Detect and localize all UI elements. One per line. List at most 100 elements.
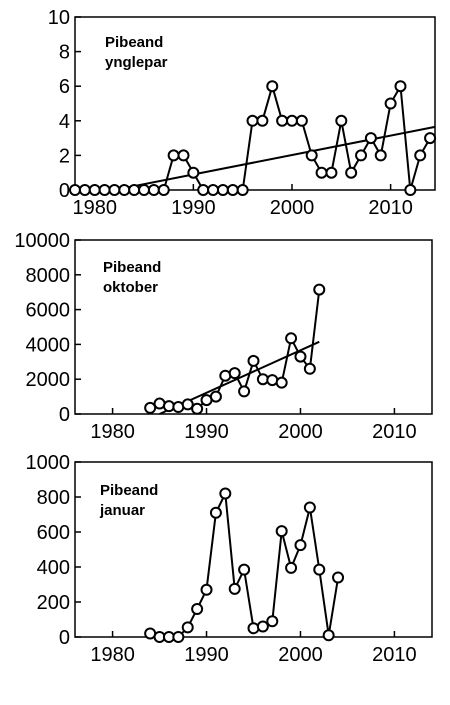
panel-2: 0 2000 4000 6000 8000 10000 1980 1990 2000 2010 Pi… bbox=[14, 230, 433, 443]
data-point-1 bbox=[177, 149, 190, 162]
data-point-1 bbox=[246, 114, 259, 127]
data-point-2 bbox=[144, 401, 157, 414]
data-point-1 bbox=[325, 166, 338, 179]
panel-1: 0 2 4 6 8 10 1980 1990 2000 2010 Pibeand ynglepar bbox=[48, 7, 437, 219]
plot-frame-2 bbox=[74, 239, 433, 415]
y-tick-label-3: 200 bbox=[37, 592, 70, 614]
data-point-2 bbox=[238, 385, 251, 398]
y-tick-label-2: 2000 bbox=[26, 369, 71, 391]
data-point-1 bbox=[266, 80, 279, 93]
data-point-1 bbox=[167, 149, 180, 162]
data-point-1 bbox=[404, 184, 417, 196]
data-point-1 bbox=[69, 184, 81, 196]
panel-3: 0 200 400 600 800 1000 1980 1990 2000 2010 Pibeand… bbox=[26, 452, 433, 666]
y-tick-label-1: 4 bbox=[59, 111, 70, 133]
y-tick-label-3: 0 bbox=[59, 627, 70, 649]
data-point-2 bbox=[275, 376, 288, 389]
x-tick-label-1: 1980 bbox=[72, 197, 117, 219]
x-tick-label-3: 1990 bbox=[184, 644, 229, 666]
data-point-1 bbox=[207, 184, 220, 196]
trend-line-1 bbox=[114, 125, 436, 191]
data-point-1 bbox=[285, 114, 298, 127]
data-point-1 bbox=[345, 166, 358, 179]
data-point-2 bbox=[313, 283, 326, 296]
data-point-2 bbox=[303, 362, 316, 375]
data-point-1 bbox=[295, 114, 308, 127]
y-tick-label-1: 6 bbox=[59, 76, 70, 98]
y-tick-label-3: 800 bbox=[37, 487, 70, 509]
y-tick-label-3: 1000 bbox=[26, 452, 71, 474]
x-tick-label-3: 1980 bbox=[90, 644, 135, 666]
y-tick-label-1: 8 bbox=[59, 42, 70, 64]
data-point-1 bbox=[226, 184, 239, 196]
data-point-1 bbox=[374, 149, 387, 162]
data-point-3 bbox=[266, 615, 279, 628]
data-point-1 bbox=[138, 184, 151, 196]
y-tick-label-2: 6000 bbox=[26, 300, 71, 322]
data-point-3 bbox=[275, 525, 288, 538]
y-tick-label-1: 2 bbox=[59, 145, 70, 167]
data-point-1 bbox=[187, 166, 200, 179]
data-point-2 bbox=[181, 398, 194, 411]
data-point-1 bbox=[424, 132, 437, 145]
x-tick-label-2: 2010 bbox=[372, 421, 417, 443]
data-point-3 bbox=[294, 539, 307, 552]
data-point-1 bbox=[315, 166, 328, 179]
data-point-1 bbox=[108, 184, 121, 196]
data-point-3 bbox=[303, 501, 316, 514]
data-point-1 bbox=[197, 184, 210, 196]
data-point-1 bbox=[394, 80, 407, 93]
data-point-3 bbox=[247, 622, 260, 635]
data-point-1 bbox=[78, 184, 91, 196]
panel-label-3: Pibeand bbox=[100, 482, 158, 499]
plot-frame-3 bbox=[74, 461, 433, 638]
y-tick-label-3: 400 bbox=[37, 557, 70, 579]
data-point-3 bbox=[200, 583, 213, 596]
data-point-3 bbox=[228, 582, 241, 595]
y-tick-label-2: 0 bbox=[59, 404, 70, 426]
data-point-1 bbox=[276, 114, 289, 127]
x-tick-label-2: 2000 bbox=[278, 421, 323, 443]
x-tick-label-2: 1980 bbox=[90, 421, 135, 443]
x-tick-label-1: 1990 bbox=[171, 197, 216, 219]
data-point-3 bbox=[219, 487, 232, 500]
panel-label-2: oktober bbox=[103, 279, 158, 296]
y-tick-label-2: 10000 bbox=[14, 230, 70, 252]
data-point-1 bbox=[414, 149, 427, 162]
data-point-1 bbox=[147, 184, 160, 196]
x-tick-label-2: 1990 bbox=[184, 421, 229, 443]
data-point-1 bbox=[216, 184, 229, 196]
data-point-1 bbox=[236, 184, 249, 196]
data-point-2 bbox=[247, 354, 260, 367]
data-point-1 bbox=[305, 149, 318, 162]
x-tick-label-1: 2000 bbox=[270, 197, 315, 219]
data-point-1 bbox=[384, 97, 397, 110]
y-tick-label-2: 4000 bbox=[26, 334, 71, 356]
y-tick-label-2: 8000 bbox=[26, 265, 71, 287]
data-point-1 bbox=[157, 184, 170, 196]
data-point-3 bbox=[313, 563, 326, 576]
data-point-1 bbox=[88, 184, 101, 196]
data-point-3 bbox=[238, 563, 251, 576]
panel-label-3: januar bbox=[99, 502, 145, 519]
series-line-2 bbox=[149, 289, 321, 410]
y-tick-label-1: 10 bbox=[48, 7, 70, 29]
x-tick-label-1: 2010 bbox=[368, 197, 413, 219]
data-point-1 bbox=[98, 184, 111, 196]
data-point-3 bbox=[191, 603, 204, 615]
data-point-1 bbox=[128, 184, 141, 196]
data-point-3 bbox=[285, 561, 298, 574]
y-tick-label-1: 0 bbox=[59, 180, 70, 202]
data-point-2 bbox=[191, 402, 204, 415]
data-point-1 bbox=[118, 184, 131, 196]
x-tick-label-3: 2010 bbox=[372, 644, 417, 666]
panel-label-1: ynglepar bbox=[105, 54, 168, 71]
data-point-1 bbox=[355, 149, 368, 162]
data-point-1 bbox=[256, 114, 269, 127]
data-point-3 bbox=[209, 506, 222, 519]
data-point-1 bbox=[335, 114, 348, 127]
data-point-3 bbox=[181, 621, 194, 634]
panel-label-1: Pibeand bbox=[105, 34, 163, 51]
plot-frame-1 bbox=[74, 16, 436, 191]
